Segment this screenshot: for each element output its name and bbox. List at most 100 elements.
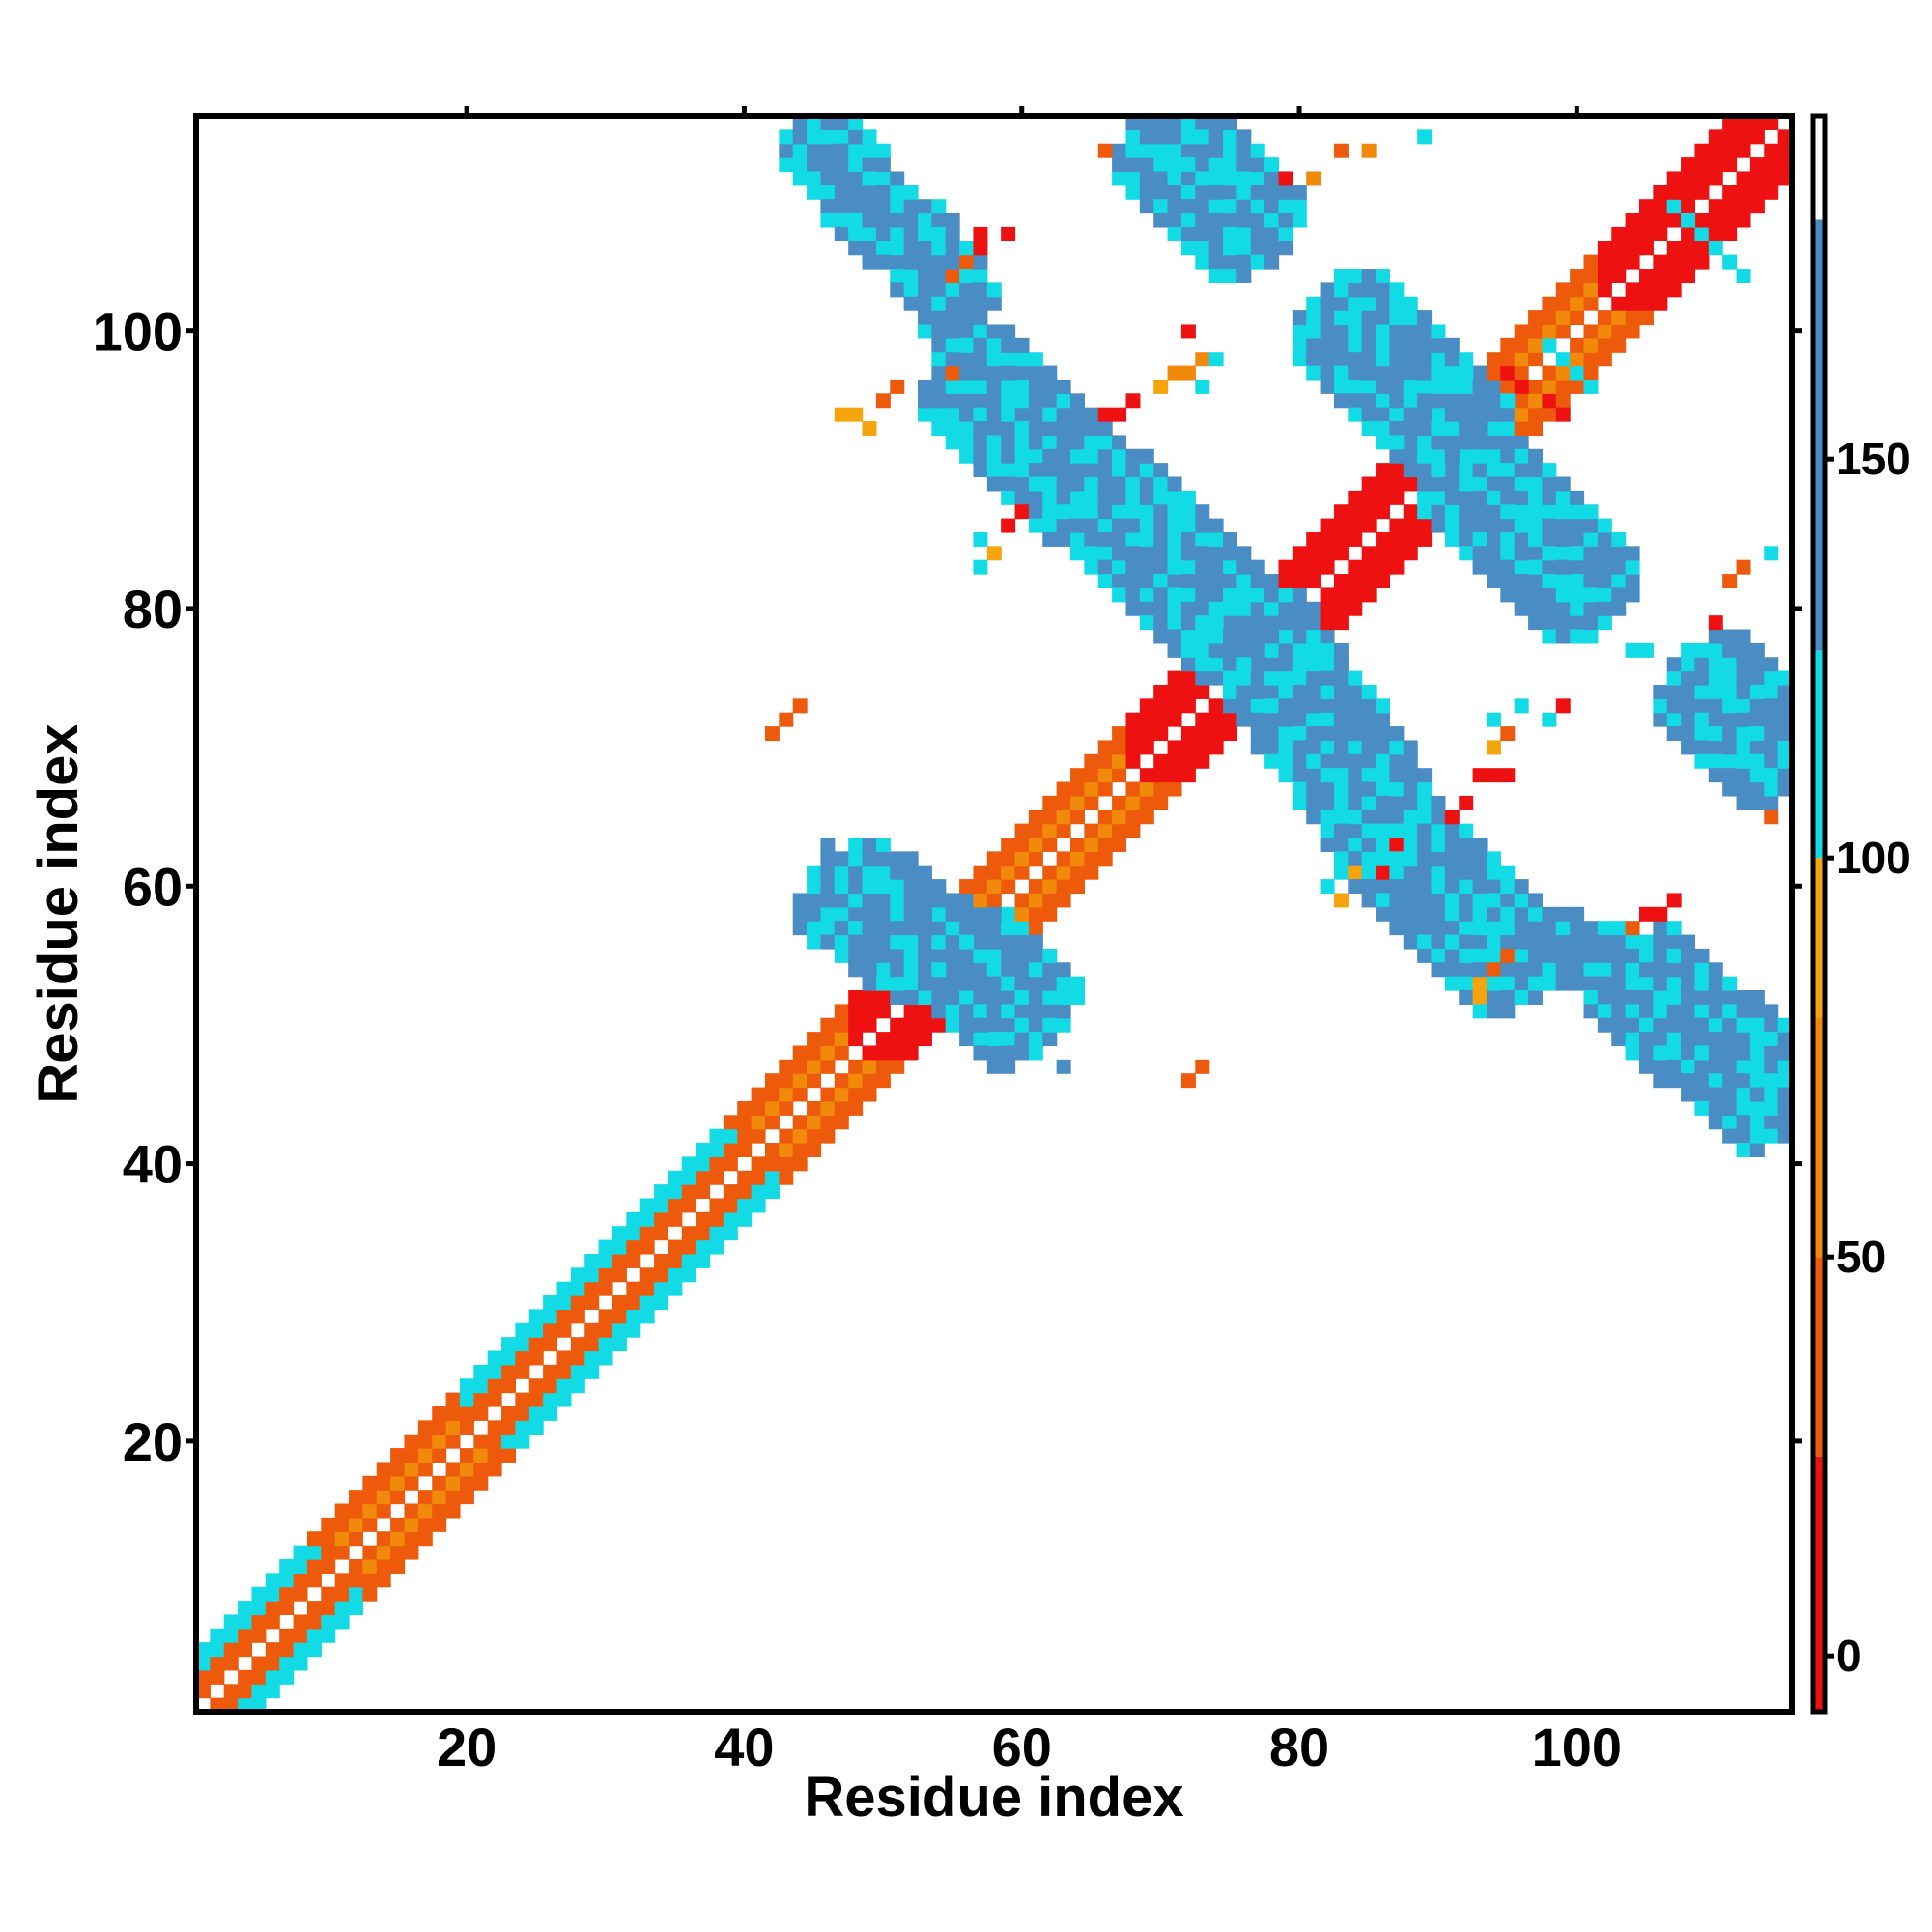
contact-cell (1195, 213, 1210, 228)
contact-cell (515, 1406, 530, 1421)
contact-cell (1597, 310, 1612, 326)
contact-cell (1500, 421, 1516, 436)
contact-cell (570, 1295, 585, 1311)
contact-cell (875, 157, 891, 173)
contact-cell (1056, 962, 1071, 978)
contact-cell (321, 1614, 336, 1630)
contact-cell (807, 129, 822, 145)
contact-cell (986, 546, 1002, 561)
contact-cell (903, 1004, 919, 1019)
contact-cell (1195, 670, 1210, 686)
contact-cell (626, 1239, 641, 1255)
contact-cell (1320, 823, 1335, 838)
contact-cell (945, 921, 960, 936)
contact-cell (834, 199, 849, 214)
contact-cell (903, 282, 919, 298)
contact-cell (1528, 921, 1544, 936)
contact-cell (959, 269, 975, 283)
contact-cell (1444, 837, 1460, 852)
contact-cell (945, 1017, 960, 1033)
contact-cell (626, 1281, 641, 1296)
contact-cell (1597, 1004, 1612, 1019)
contact-cell (1514, 962, 1529, 978)
contact-cell (986, 476, 1002, 492)
contact-cell (1681, 185, 1696, 200)
contact-cell (1500, 490, 1516, 505)
contact-cell (986, 296, 1002, 311)
contact-cell (1611, 296, 1627, 311)
contact-cell (862, 893, 877, 908)
contact-cell (1195, 726, 1210, 742)
contact-cell (1694, 1004, 1710, 1019)
contact-cell (931, 421, 947, 436)
contact-cell (1333, 670, 1349, 686)
contact-cell (1653, 254, 1668, 270)
contact-cell (1264, 574, 1280, 589)
contact-cell (779, 1170, 794, 1185)
contact-cell (1001, 463, 1016, 478)
contact-cell (1459, 352, 1474, 367)
contact-cell (834, 185, 849, 200)
contact-cell (1736, 1004, 1751, 1019)
contact-cell (321, 1558, 336, 1574)
contact-cell (834, 906, 849, 922)
contact-cell (1084, 531, 1099, 547)
contact-cell (945, 1004, 960, 1019)
contact-cell (1084, 559, 1099, 575)
contact-cell (1472, 421, 1488, 436)
contact-cell (1417, 823, 1433, 838)
contact-cell (1028, 1004, 1043, 1019)
contact-cell (1376, 435, 1391, 450)
contact-cell (1333, 574, 1349, 589)
contact-cell (1459, 448, 1474, 464)
contact-cell (986, 1017, 1002, 1033)
contact-cell (1389, 448, 1405, 464)
contact-cell (1250, 171, 1265, 186)
contact-cell (834, 893, 849, 908)
contact-cell (1417, 490, 1433, 505)
contact-cell (417, 1531, 433, 1547)
contact-cell (515, 1350, 530, 1366)
contact-cell (390, 1545, 406, 1560)
contact-cell (875, 241, 891, 256)
contact-cell (1153, 601, 1169, 616)
contact-cell (931, 379, 947, 394)
contact-cell (709, 1143, 724, 1157)
contact-cell (848, 1100, 864, 1116)
contact-cell (1708, 962, 1723, 978)
contact-cell (1070, 851, 1085, 867)
contact-cell (1180, 504, 1196, 520)
contact-cell (1570, 337, 1585, 353)
contact-cell (973, 365, 988, 381)
contact-cell (848, 157, 864, 173)
contact-cell (1459, 504, 1474, 520)
contact-cell (1542, 962, 1557, 978)
contact-cell (1708, 670, 1723, 686)
contact-cell (807, 1032, 822, 1047)
contact-cell (1459, 490, 1474, 505)
contact-cell (890, 962, 905, 978)
contact-cell (1570, 365, 1585, 381)
contact-cell (1777, 1045, 1793, 1061)
contact-cell (1180, 226, 1196, 242)
contact-cell (238, 1669, 253, 1685)
contact-cell (1625, 241, 1640, 256)
contact-cell (570, 1281, 585, 1296)
contact-cell (1361, 879, 1377, 895)
contact-cell (1195, 518, 1210, 533)
contact-cell (1708, 712, 1723, 727)
contact-cell (501, 1378, 516, 1394)
contact-cell (1486, 463, 1501, 478)
contact-cell (875, 1073, 891, 1089)
contact-cell (1070, 546, 1085, 561)
contact-cell (1722, 226, 1738, 242)
contact-cell (1250, 199, 1265, 214)
contact-cell (1722, 740, 1738, 755)
contact-cell (1653, 698, 1668, 714)
contact-cell (1333, 269, 1349, 283)
contact-cell (584, 1350, 600, 1366)
contact-cell (1361, 143, 1377, 158)
contact-cell (1472, 906, 1488, 922)
contact-cell (890, 254, 905, 270)
contact-cell (1348, 407, 1363, 422)
